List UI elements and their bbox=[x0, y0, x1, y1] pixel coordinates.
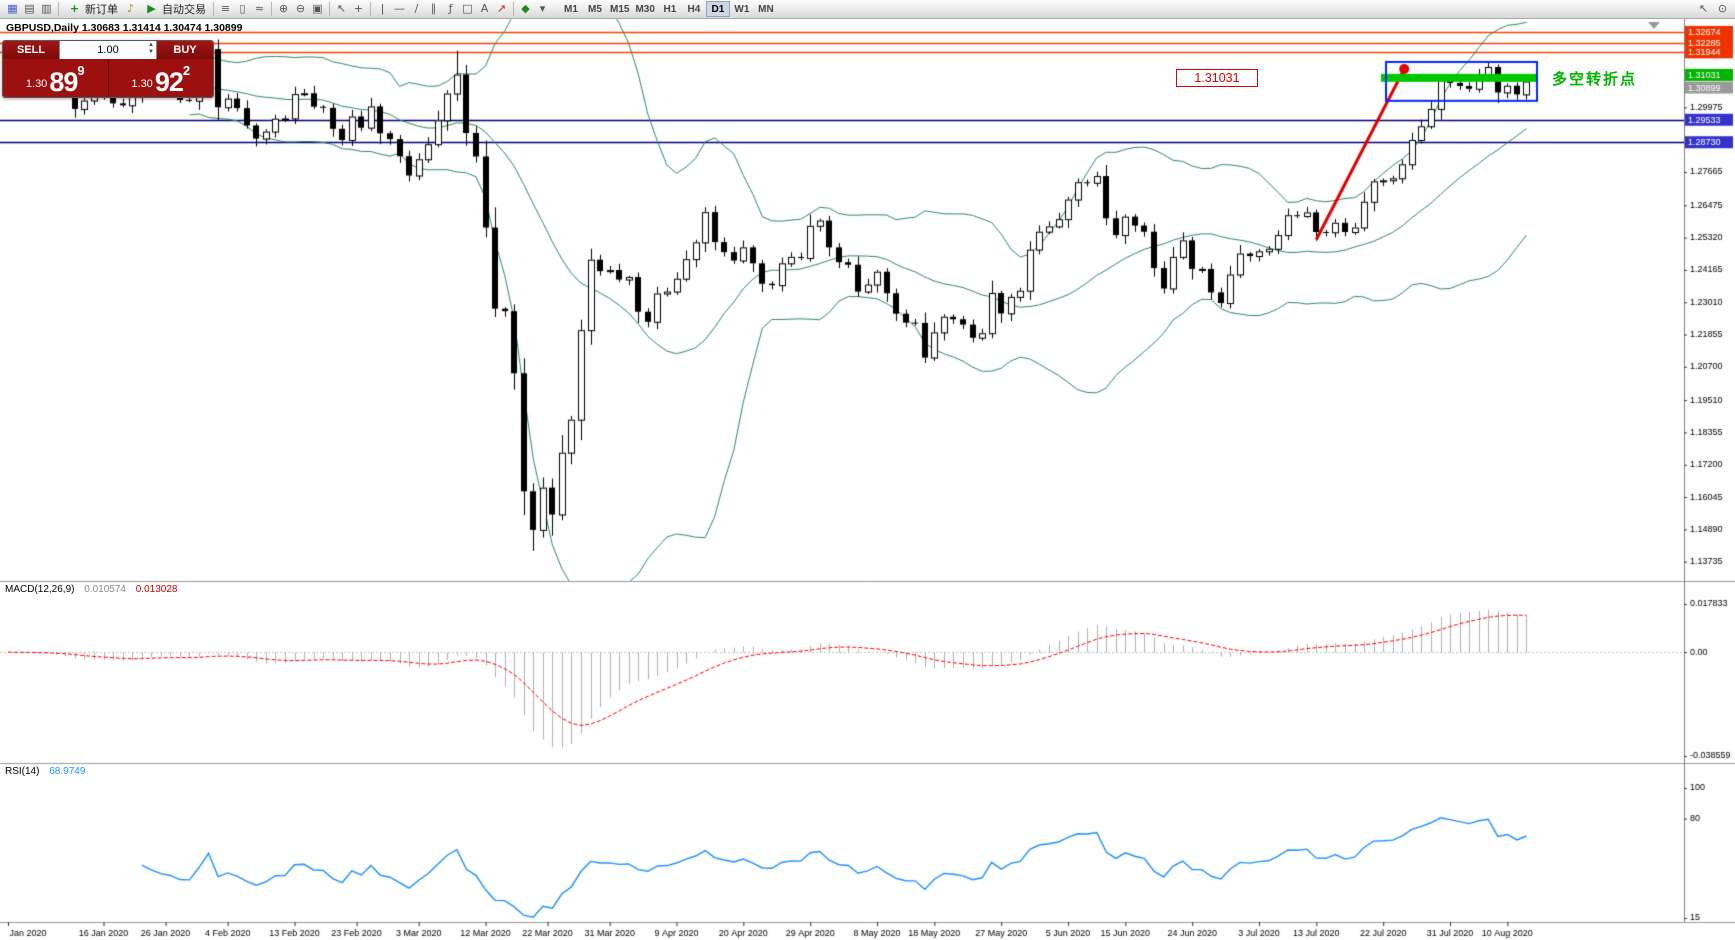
new-order-button[interactable]: + 新订单 bbox=[62, 1, 122, 18]
price-divider bbox=[107, 59, 109, 97]
volume-value: 1.00 bbox=[97, 44, 119, 56]
shapes-icon[interactable]: □ bbox=[462, 2, 473, 15]
sound-icon[interactable]: ♪ bbox=[126, 2, 135, 15]
chart-profiles-icon[interactable]: ▤ bbox=[24, 2, 35, 15]
timeframe-h1-button[interactable]: H1 bbox=[658, 1, 682, 17]
turning-point-annotation[interactable]: 多空转折点 bbox=[1552, 71, 1638, 88]
candlestick-chart-icon[interactable]: ▯ bbox=[239, 2, 246, 15]
one-click-trading-panel: SELL 1.00 ▲ ▼ BUY 1.30 89 9 1.30 92 2 bbox=[2, 40, 214, 98]
timeframe-m5-button[interactable]: M5 bbox=[583, 1, 607, 17]
buy-price-pip: 2 bbox=[182, 63, 191, 78]
arrows-icon[interactable]: ↗ bbox=[496, 2, 507, 15]
autotrading-button[interactable]: ▶ 自动交易 bbox=[139, 1, 210, 18]
toolbar-separator bbox=[58, 2, 59, 16]
trendline-icon[interactable]: / bbox=[414, 2, 419, 15]
fibonacci-icon[interactable]: ƒ bbox=[448, 2, 453, 15]
market-watch-icon[interactable]: ▥ bbox=[41, 2, 52, 15]
timeframe-m1-button[interactable]: M1 bbox=[559, 1, 583, 17]
timeframe-w1-button[interactable]: W1 bbox=[730, 1, 754, 17]
zoom-out-icon[interactable]: ⊖ bbox=[295, 2, 306, 15]
toolbar-separator bbox=[271, 2, 272, 16]
toolbar-separator bbox=[513, 2, 514, 16]
toolbar-separator bbox=[370, 2, 371, 16]
spinner-up-icon[interactable]: ▲ bbox=[148, 42, 154, 48]
toolbar-separator bbox=[329, 2, 330, 16]
indicators-icon[interactable]: ◆ bbox=[521, 2, 530, 15]
tile-windows-icon[interactable]: ▣ bbox=[312, 2, 323, 15]
macd-name: MACD(12,26,9) bbox=[5, 584, 75, 595]
sell-price-big: 89 bbox=[49, 67, 78, 97]
zoom-in-icon[interactable]: ⊕ bbox=[278, 2, 289, 15]
plus-icon: + bbox=[69, 2, 80, 15]
vertical-line-icon[interactable]: | bbox=[380, 2, 385, 15]
spinner-down-icon[interactable]: ▼ bbox=[148, 49, 154, 55]
sell-button[interactable]: SELL bbox=[3, 41, 59, 59]
toolbar-separator bbox=[213, 2, 214, 16]
buy-price[interactable]: 1.30 92 2 bbox=[109, 59, 214, 97]
cursor-icon[interactable]: ↖ bbox=[336, 2, 347, 15]
horizontal-line-icon[interactable]: — bbox=[394, 2, 405, 15]
autotrading-label: 自动交易 bbox=[162, 4, 206, 16]
macd-value-main: 0.010574 bbox=[84, 584, 126, 595]
volume-input[interactable]: 1.00 ▲ ▼ bbox=[59, 41, 157, 59]
magnifier-icon[interactable]: ⊙ bbox=[1717, 2, 1728, 15]
volume-spinner[interactable]: ▲ ▼ bbox=[148, 42, 154, 56]
timeframe-m15-button[interactable]: M15 bbox=[607, 1, 632, 17]
price-callout-label[interactable]: 1.31031 bbox=[1176, 69, 1258, 87]
pointer-tool-icon[interactable]: ↖ bbox=[1698, 2, 1709, 15]
buy-price-big: 92 bbox=[154, 67, 184, 97]
timeframe-buttons: M1 M5 M15 M30 H1 H4 D1 W1 MN bbox=[559, 1, 778, 17]
bar-chart-icon[interactable]: ≡ bbox=[220, 2, 231, 15]
sell-price-prefix: 1.30 bbox=[25, 78, 48, 90]
sell-price-pip: 9 bbox=[77, 63, 85, 78]
toolbar: ▦ ▤ ▥ + 新订单 ♪ ▶ 自动交易 ≡ ▯ ≈ ⊕ ⊖ ▣ ↖ + | —… bbox=[0, 0, 1735, 19]
rsi-label: RSI(14) 68.9749 bbox=[5, 766, 85, 777]
timeframe-mn-button[interactable]: MN bbox=[754, 1, 778, 17]
rsi-value: 68.9749 bbox=[49, 766, 86, 777]
buy-price-prefix: 1.30 bbox=[131, 78, 153, 90]
new-order-label: 新订单 bbox=[85, 4, 118, 16]
timeframe-h4-button[interactable]: H4 bbox=[682, 1, 706, 17]
period-dropdown-icon[interactable]: ▾ bbox=[539, 2, 546, 15]
channel-icon[interactable]: ∥ bbox=[430, 2, 437, 15]
crosshair-icon[interactable]: + bbox=[353, 2, 364, 15]
text-label-icon[interactable]: A bbox=[480, 2, 489, 15]
macd-value-signal: 0.013028 bbox=[135, 584, 178, 595]
rsi-name: RSI(14) bbox=[5, 766, 40, 777]
autotrading-play-icon: ▶ bbox=[147, 2, 156, 15]
timeframe-d1-button[interactable]: D1 bbox=[705, 1, 730, 17]
timeframe-m30-button[interactable]: M30 bbox=[632, 1, 657, 17]
new-chart-icon[interactable]: ▦ bbox=[7, 2, 18, 15]
toolbar-right-group: ↖ ⊙ bbox=[1695, 1, 1731, 17]
sell-price[interactable]: 1.30 89 9 bbox=[3, 59, 108, 97]
macd-label: MACD(12,26,9) 0.010574 0.013028 bbox=[5, 584, 177, 595]
chart-title: GBPUSD,Daily 1.30683 1.31414 1.30474 1.3… bbox=[6, 22, 243, 34]
line-chart-icon[interactable]: ≈ bbox=[254, 2, 265, 15]
buy-button[interactable]: BUY bbox=[157, 41, 213, 59]
